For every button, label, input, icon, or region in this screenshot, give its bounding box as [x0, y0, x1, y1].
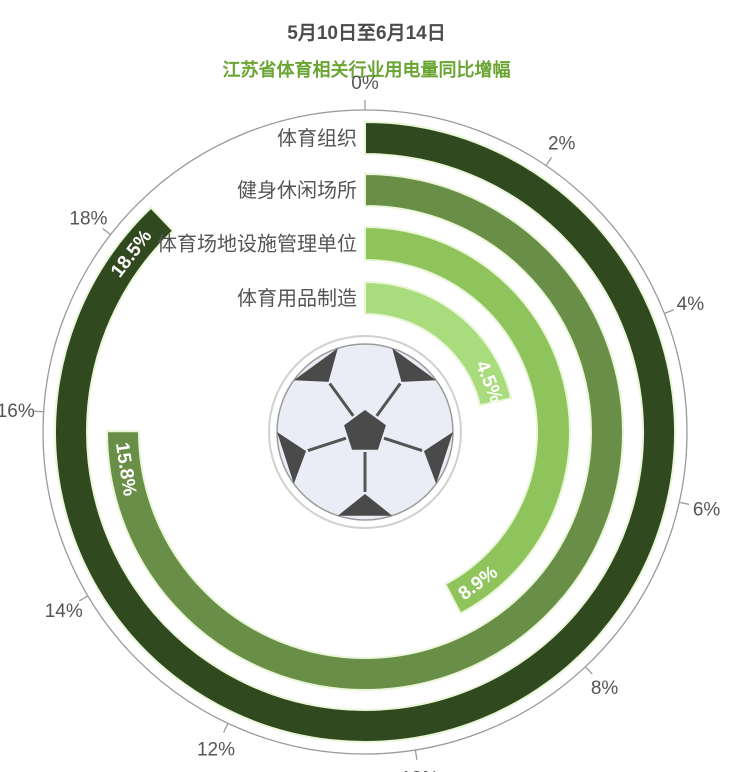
- chart-subtitle: 5月10日至6月14日: [287, 23, 446, 44]
- tick-label: 18%: [69, 208, 107, 229]
- axis-tick: [102, 228, 111, 236]
- axis-tick: [679, 501, 690, 506]
- ball-patch: [344, 410, 386, 450]
- category-label: 体育组织: [277, 127, 357, 150]
- tick-label: 4%: [677, 294, 705, 315]
- soccer-ball-icon: [268, 335, 462, 529]
- axis-tick: [78, 595, 89, 602]
- bar-2: [106, 172, 624, 691]
- tick-label: 0%: [351, 73, 379, 94]
- ball-seam: [375, 382, 402, 417]
- category-label: 体育场地设施管理单位: [157, 233, 357, 256]
- bar-4: [364, 280, 513, 407]
- category-label: 健身休闲场所: [237, 179, 357, 202]
- axis-tick: [414, 749, 418, 761]
- ball-seam: [307, 436, 347, 452]
- tick-label: 16%: [0, 401, 35, 422]
- ball-patch: [423, 432, 453, 484]
- axis-tick: [33, 410, 44, 413]
- ball-patch: [392, 348, 437, 382]
- bar-3: [364, 225, 571, 615]
- axis-tick: [584, 666, 593, 675]
- ball-seam: [383, 436, 423, 452]
- tick-label: 10%: [401, 769, 439, 772]
- tick-label: 2%: [548, 134, 576, 155]
- tick-label: 6%: [693, 499, 721, 520]
- tick-label: 12%: [197, 740, 235, 761]
- tick-label: 14%: [45, 601, 83, 622]
- axis-tick: [223, 723, 229, 733]
- ball-seam: [328, 382, 355, 417]
- axis-tick: [545, 157, 553, 167]
- ball-ring: [268, 335, 462, 529]
- tick-label: 8%: [591, 678, 619, 699]
- axis-tick: [664, 309, 674, 315]
- ball-patch: [277, 432, 307, 484]
- ball-patch: [293, 348, 338, 382]
- bar-1: [54, 120, 676, 743]
- ball-patch: [337, 494, 393, 516]
- category-label: 体育用品制造: [237, 287, 357, 310]
- chart-title: 江苏省体育相关行业用电量同比增幅: [222, 60, 511, 80]
